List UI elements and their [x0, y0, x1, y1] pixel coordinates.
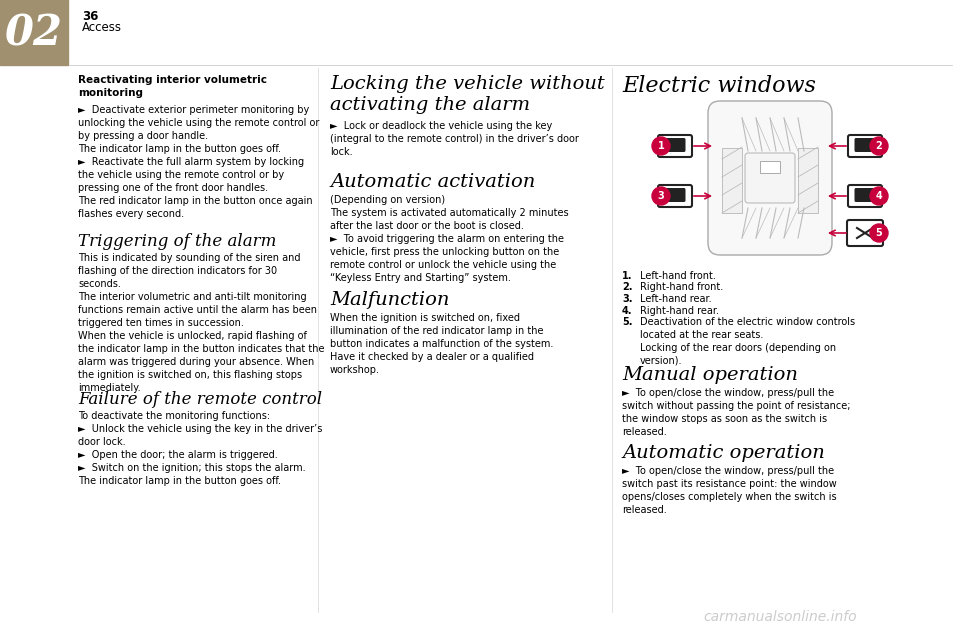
- Text: Deactivation of the electric window controls
located at the rear seats.
Locking : Deactivation of the electric window cont…: [640, 317, 855, 365]
- FancyBboxPatch shape: [708, 101, 832, 255]
- Text: Right-hand front.: Right-hand front.: [640, 282, 723, 292]
- Text: ►  Lock or deadlock the vehicle using the key
(integral to the remote control) i: ► Lock or deadlock the vehicle using the…: [330, 121, 579, 157]
- Text: Electric windows: Electric windows: [622, 75, 816, 97]
- FancyBboxPatch shape: [745, 153, 795, 203]
- Text: Triggering of the alarm: Triggering of the alarm: [78, 233, 276, 250]
- Text: 2: 2: [876, 141, 882, 151]
- FancyBboxPatch shape: [854, 138, 876, 152]
- Circle shape: [652, 187, 670, 205]
- Text: 5: 5: [876, 228, 882, 238]
- Text: carmanualsonline.info: carmanualsonline.info: [703, 610, 857, 624]
- Text: ►  Deactivate exterior perimeter monitoring by
unlocking the vehicle using the r: ► Deactivate exterior perimeter monitori…: [78, 105, 320, 220]
- Circle shape: [870, 224, 888, 242]
- Text: This is indicated by sounding of the siren and
flashing of the direction indicat: This is indicated by sounding of the sir…: [78, 253, 324, 394]
- Text: 36: 36: [82, 10, 98, 23]
- Text: ►  To open/close the window, press/pull the
switch without passing the point of : ► To open/close the window, press/pull t…: [622, 388, 851, 437]
- Text: Automatic activation: Automatic activation: [330, 173, 536, 191]
- Text: Manual operation: Manual operation: [622, 366, 798, 384]
- Text: ►  To open/close the window, press/pull the
switch past its resistance point: th: ► To open/close the window, press/pull t…: [622, 466, 837, 515]
- Text: Reactivating interior volumetric
monitoring: Reactivating interior volumetric monitor…: [78, 75, 267, 98]
- Text: 4.: 4.: [622, 305, 633, 316]
- FancyBboxPatch shape: [658, 185, 692, 207]
- Text: (Depending on version)
The system is activated automatically 2 minutes
after the: (Depending on version) The system is act…: [330, 195, 568, 284]
- Text: Automatic operation: Automatic operation: [622, 444, 825, 462]
- Text: 5.: 5.: [622, 317, 633, 327]
- Text: 4: 4: [876, 191, 882, 201]
- Text: Malfunction: Malfunction: [330, 291, 449, 309]
- Text: Locking the vehicle without
activating the alarm: Locking the vehicle without activating t…: [330, 75, 605, 115]
- Text: Failure of the remote control: Failure of the remote control: [78, 391, 323, 408]
- Bar: [798, 148, 818, 213]
- FancyBboxPatch shape: [847, 220, 883, 246]
- Text: 02: 02: [5, 12, 63, 54]
- Text: 3.: 3.: [622, 294, 633, 304]
- FancyBboxPatch shape: [854, 188, 876, 202]
- Circle shape: [870, 137, 888, 155]
- Text: Left-hand rear.: Left-hand rear.: [640, 294, 711, 304]
- Circle shape: [652, 137, 670, 155]
- Bar: [0, 0, 68, 65]
- Text: 3: 3: [658, 191, 664, 201]
- Text: 2.: 2.: [622, 282, 633, 292]
- Text: 1: 1: [658, 141, 664, 151]
- FancyBboxPatch shape: [848, 185, 882, 207]
- Bar: [722, 148, 742, 213]
- Text: Access: Access: [82, 21, 122, 34]
- FancyBboxPatch shape: [664, 188, 685, 202]
- Text: Left-hand front.: Left-hand front.: [640, 271, 716, 281]
- Text: 1.: 1.: [622, 271, 633, 281]
- Circle shape: [870, 187, 888, 205]
- FancyBboxPatch shape: [848, 135, 882, 157]
- Text: When the ignition is switched on, fixed
illumination of the red indicator lamp i: When the ignition is switched on, fixed …: [330, 313, 553, 375]
- Bar: [760, 161, 780, 173]
- FancyBboxPatch shape: [658, 135, 692, 157]
- Text: To deactivate the monitoring functions:
►  Unlock the vehicle using the key in t: To deactivate the monitoring functions: …: [78, 411, 323, 486]
- Text: Right-hand rear.: Right-hand rear.: [640, 305, 719, 316]
- FancyBboxPatch shape: [664, 138, 685, 152]
